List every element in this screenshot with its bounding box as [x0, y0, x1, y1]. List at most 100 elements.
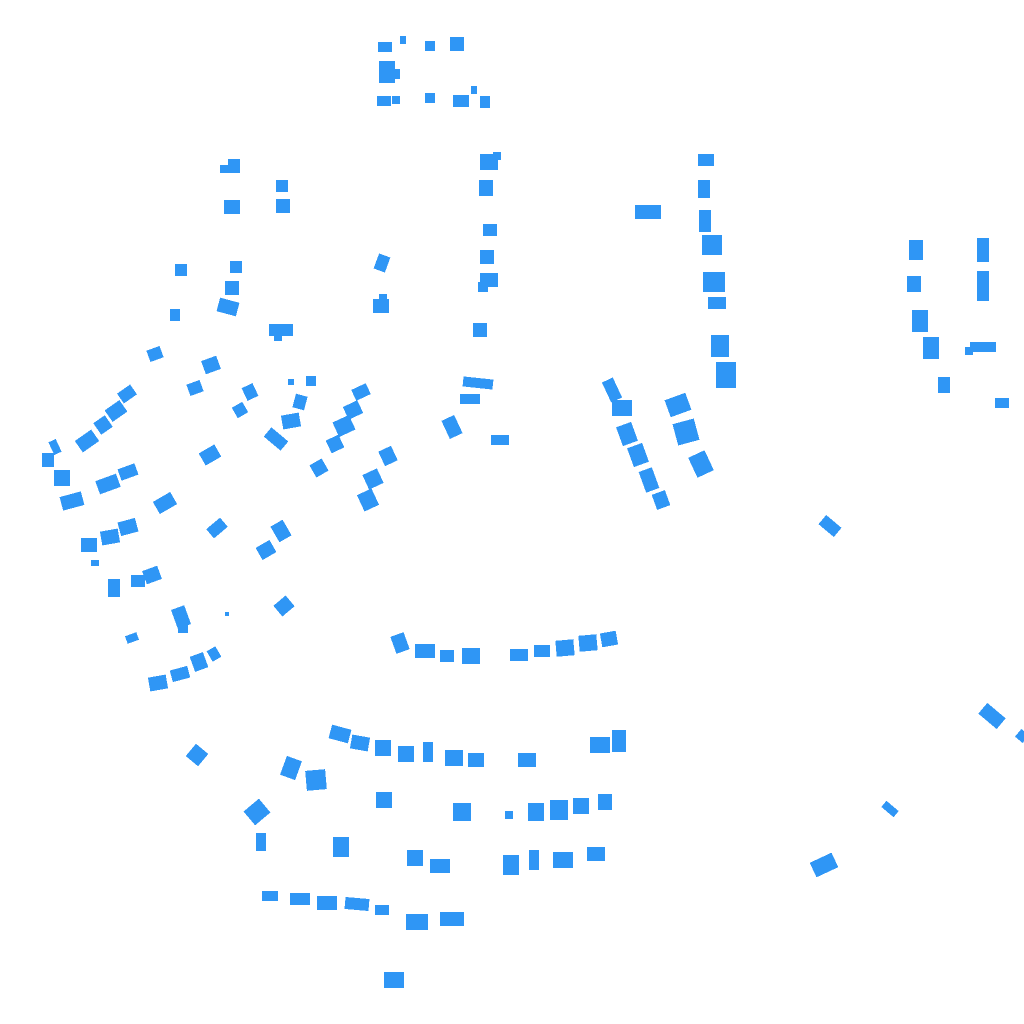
building-footprint — [415, 644, 435, 658]
building-footprint — [471, 86, 477, 94]
building-footprint — [510, 649, 528, 661]
building-footprint — [288, 379, 294, 385]
building-footprint — [186, 379, 204, 397]
building-footprint — [231, 401, 249, 419]
building-footprint — [230, 261, 242, 273]
building-footprint — [189, 652, 209, 672]
building-footprint — [256, 833, 266, 851]
building-footprint — [468, 753, 484, 767]
building-footprint — [99, 528, 121, 546]
building-footprint — [142, 565, 162, 585]
building-footprint — [390, 632, 410, 654]
building-footprint — [638, 467, 660, 493]
building-footprint — [407, 850, 423, 866]
building-footprint — [430, 859, 450, 873]
building-footprint — [995, 398, 1009, 408]
building-footprint — [699, 210, 711, 232]
building-footprint — [708, 297, 726, 309]
building-footprint — [480, 250, 494, 264]
building-footprint — [907, 276, 921, 292]
building-footprint — [241, 383, 259, 401]
building-footprint — [146, 345, 164, 363]
building-footprint — [48, 438, 62, 456]
building-footprint — [379, 61, 395, 83]
building-footprint — [473, 323, 487, 337]
building-footprint — [81, 538, 97, 552]
building-footprint — [201, 355, 221, 375]
building-footprint — [392, 69, 400, 79]
building-footprint — [171, 605, 191, 629]
building-footprint — [453, 803, 471, 821]
building-footprint — [124, 632, 140, 644]
building-footprint — [881, 800, 899, 818]
building-footprint — [376, 792, 392, 808]
building-footprint — [255, 539, 277, 561]
building-footprint — [425, 93, 435, 103]
building-footprint — [392, 96, 400, 104]
building-footprint — [342, 400, 364, 420]
building-footprint — [612, 400, 632, 416]
building-footprint — [478, 282, 488, 292]
building-footprint — [117, 384, 137, 404]
building-footprint — [555, 639, 575, 657]
building-footprint — [450, 37, 464, 51]
building-footprint — [377, 96, 391, 106]
building-footprint — [479, 180, 493, 196]
building-footprint — [977, 271, 989, 301]
building-footprint — [117, 463, 139, 481]
building-footprint — [493, 152, 501, 160]
building-footprint — [351, 383, 371, 401]
building-footprint — [529, 850, 539, 870]
building-footprint — [909, 240, 923, 260]
building-footprint — [305, 769, 327, 791]
building-footprint — [672, 418, 700, 446]
building-footprint — [349, 734, 371, 752]
building-footprint — [977, 238, 989, 262]
building-footprint — [328, 724, 352, 744]
building-footprint — [483, 224, 497, 236]
building-footprint — [635, 205, 661, 219]
building-footprint — [599, 630, 619, 648]
building-footprint — [1014, 728, 1024, 744]
building-footprint — [503, 855, 519, 875]
building-footprint — [292, 393, 308, 411]
building-footprint — [651, 490, 671, 510]
building-footprint — [809, 852, 839, 878]
building-footprint — [276, 199, 290, 213]
building-footprint — [938, 377, 950, 393]
building-footprint — [379, 294, 387, 302]
building-footprint — [923, 337, 939, 359]
building-footprint — [273, 595, 295, 617]
building-footprint — [550, 800, 568, 820]
building-footprint — [356, 488, 380, 512]
building-footprint — [54, 470, 70, 486]
building-footprint — [185, 743, 209, 767]
building-footprint — [453, 95, 469, 107]
building-footprint — [91, 560, 99, 566]
building-footprint — [225, 612, 229, 616]
building-footprint — [491, 435, 509, 445]
building-footprint — [59, 491, 85, 511]
building-footprint — [664, 392, 692, 418]
building-footprint — [147, 674, 169, 692]
building-footprint — [152, 491, 178, 515]
building-footprint — [280, 412, 302, 430]
building-footprint — [462, 648, 480, 664]
building-footprint — [702, 235, 722, 255]
building-footprint — [306, 376, 316, 386]
building-footprint — [375, 905, 389, 915]
building-footprint — [178, 623, 188, 633]
building-footprint — [42, 453, 54, 467]
building-footprint — [333, 837, 349, 857]
building-footprint — [578, 634, 598, 652]
building-footprint — [445, 750, 463, 766]
building-footprint — [384, 972, 404, 988]
building-footprint — [117, 517, 139, 537]
building-footprint — [270, 519, 292, 543]
building-footprint — [170, 309, 180, 321]
building-footprint — [378, 445, 398, 467]
building-footprint — [612, 730, 626, 752]
building-footprint — [375, 740, 391, 756]
building-footprint — [440, 912, 464, 926]
building-footprint — [573, 798, 589, 814]
